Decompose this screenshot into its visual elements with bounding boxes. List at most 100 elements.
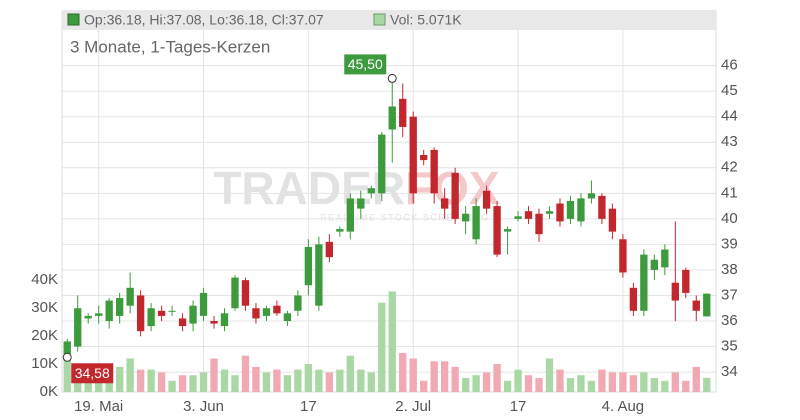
- watermark-left: TRADER: [213, 162, 405, 214]
- volume-bar: [210, 358, 218, 392]
- candle-body: [178, 318, 187, 327]
- y2-tick-label: 20K: [31, 327, 58, 344]
- volume-bar: [378, 302, 386, 392]
- candle-body: [346, 198, 354, 232]
- y-tick-label: 46: [721, 57, 738, 74]
- volume-bar: [503, 380, 512, 392]
- annotation-marker: [62, 352, 72, 362]
- x-tick-label: 3. Jun: [183, 398, 224, 415]
- candle-body: [430, 149, 438, 194]
- candle-body: [556, 203, 564, 222]
- volume-bar: [147, 369, 155, 392]
- volume-bar: [168, 380, 176, 392]
- candle-body: [598, 195, 606, 219]
- legend-volume: Vol: 5.071K: [390, 12, 462, 28]
- volume-bar: [556, 369, 564, 392]
- x-tick-label: 2. Jul: [395, 398, 431, 415]
- volume-bar: [220, 369, 229, 392]
- candle-body: [168, 310, 176, 312]
- volume-bar: [619, 372, 627, 392]
- candle-body: [388, 106, 396, 130]
- y2-tick-label: 0K: [40, 383, 58, 400]
- candle-body: [210, 321, 218, 324]
- candle-body: [692, 300, 700, 311]
- volume-bar: [315, 369, 323, 392]
- volume-bar: [231, 375, 239, 392]
- candle-body: [325, 241, 334, 258]
- candle-body: [189, 305, 197, 324]
- volume-bar: [357, 369, 365, 392]
- y2-tick-label: 30K: [31, 299, 58, 316]
- volume-bar: [661, 380, 669, 392]
- candle-body: [399, 98, 407, 127]
- volume-bar: [283, 375, 292, 392]
- candle-body: [283, 313, 292, 322]
- annotation-marker: [387, 73, 397, 83]
- candle-body: [252, 308, 260, 319]
- candle-body: [461, 213, 470, 222]
- candle-body: [535, 213, 543, 235]
- y-tick-label: 38: [721, 261, 738, 278]
- volume-bar: [346, 355, 354, 392]
- candle-body: [587, 193, 596, 199]
- volume-bar: [493, 364, 501, 392]
- candle-body: [241, 280, 250, 306]
- legend-swatch-price: [67, 13, 80, 26]
- volume-bar: [671, 372, 679, 392]
- candle-body: [682, 269, 690, 293]
- candle-body: [95, 313, 103, 316]
- y-tick-label: 37: [721, 286, 738, 303]
- legend-bar: [62, 10, 716, 30]
- volume-bar: [587, 380, 596, 392]
- y-tick-label: 40: [721, 210, 738, 227]
- candle-body: [420, 155, 428, 161]
- candle-body: [294, 295, 302, 311]
- y2-tick-label: 40K: [31, 271, 58, 288]
- volume-bar: [115, 366, 124, 392]
- candle-body: [336, 229, 344, 232]
- candle-body: [661, 249, 669, 268]
- volume-bar: [598, 369, 606, 392]
- candle-body: [136, 295, 145, 332]
- volume-bar: [608, 372, 617, 392]
- volume-bar: [640, 372, 648, 392]
- volume-bar: [189, 375, 197, 392]
- candle-body: [451, 172, 459, 219]
- y-tick-label: 35: [721, 338, 738, 355]
- x-tick-label: 4. Aug: [602, 398, 645, 415]
- candle-body: [147, 308, 155, 327]
- y-tick-label: 34: [721, 363, 738, 380]
- candle-body: [514, 216, 522, 219]
- candle-body: [105, 300, 113, 322]
- x-tick-label: 19. Mai: [74, 398, 123, 415]
- volume-bar: [84, 375, 92, 392]
- volume-bar: [629, 375, 638, 392]
- volume-bar: [472, 375, 480, 392]
- candle-body: [650, 259, 659, 270]
- y-tick-label: 44: [721, 108, 738, 125]
- candle-body: [493, 206, 501, 255]
- candle-body: [199, 292, 208, 316]
- candle-body: [671, 282, 679, 301]
- candle-body: [619, 239, 627, 273]
- y-tick-label: 42: [721, 159, 738, 176]
- volume-bar: [650, 378, 659, 392]
- volume-bar: [157, 372, 166, 392]
- candle-body: [409, 116, 417, 194]
- candle-body: [157, 310, 166, 316]
- y-tick-label: 45: [721, 82, 738, 99]
- volume-bar: [336, 369, 344, 392]
- candle-body: [262, 308, 271, 316]
- annotation-box: [71, 363, 114, 384]
- volume-bar: [703, 377, 711, 392]
- candle-body: [577, 198, 585, 222]
- y-tick-label: 39: [721, 235, 738, 252]
- candle-body: [566, 200, 575, 219]
- volume-bar: [577, 375, 585, 392]
- legend-swatch-volume: [373, 13, 386, 26]
- volume-bar: [461, 378, 470, 392]
- volume-bar: [514, 369, 522, 392]
- volume-bar: [692, 366, 700, 392]
- volume-bar: [294, 369, 302, 392]
